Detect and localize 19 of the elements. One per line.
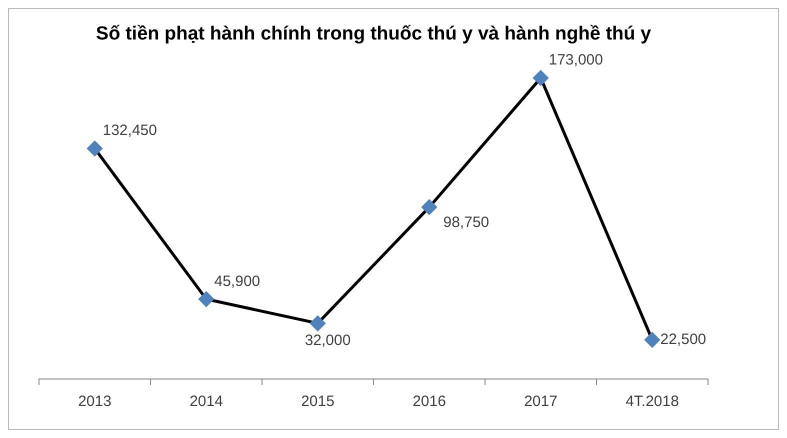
x-tick-label: 2016 — [412, 393, 446, 410]
x-tick-label: 4T.2018 — [626, 393, 679, 410]
data-label: 132,450 — [102, 122, 157, 140]
chart-title: Số tiền phạt hành chính trong thuốc thú y và hành nghề thú y — [96, 24, 652, 45]
data-label: 32,000 — [304, 332, 351, 349]
data-label: 22,500 — [660, 330, 706, 348]
point — [87, 141, 102, 156]
point — [198, 292, 214, 307]
point — [310, 316, 326, 331]
point — [533, 70, 548, 86]
x-tick-label: 2015 — [301, 393, 334, 410]
point — [422, 200, 437, 215]
data-label: 98,750 — [443, 214, 490, 231]
point — [644, 332, 660, 348]
data-label: 45,900 — [214, 272, 260, 290]
data-label: 173,000 — [548, 52, 603, 69]
x-tick-label: 2013 — [78, 393, 112, 410]
x-tick-label: 2017 — [524, 393, 558, 410]
x-tick-label: 2014 — [190, 393, 223, 410]
